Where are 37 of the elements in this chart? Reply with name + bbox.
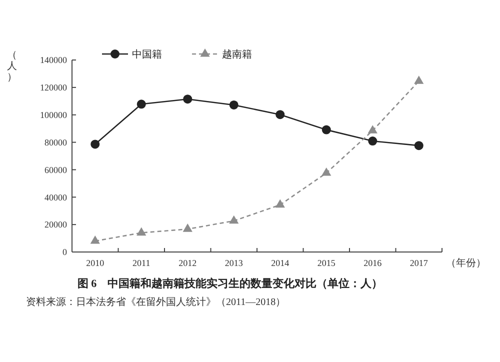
point [229,100,238,110]
x-tick-label: 2014 [271,258,290,268]
y-tick-label: 100000 [40,110,68,120]
text: 资料来源：日本法务省《在留外国人统计》（2011—2018） [26,296,286,308]
x-tick-label: 2012 [178,258,197,268]
x-tick-label: 2015 [317,258,336,268]
legend-label: 中国籍 [132,48,162,60]
point [182,224,192,232]
point [368,136,378,146]
point [414,141,424,150]
point [229,215,239,224]
point [183,94,192,104]
y-tick-label: 120000 [40,82,68,93]
point [368,125,378,134]
point [275,199,285,208]
x-axis-title: （年份） [446,257,486,269]
legend-label: 越南籍 [222,48,252,60]
point [322,125,331,134]
point [90,140,100,149]
x-tick-label: 2017 [410,258,428,268]
y-axis-title: （人） [7,50,17,83]
point [276,110,285,120]
text: 图 6 中国籍和越南籍技能实习生的数量变化对比（单位：人） [77,277,383,290]
x-tick-label: 2011 [132,258,150,268]
point [322,167,332,176]
y-tick-label: 20000 [44,220,68,230]
point [136,100,146,109]
point [90,235,100,244]
y-tick-label: 140000 [40,55,68,66]
point [136,227,146,236]
x-tick-label: 2010 [86,258,105,268]
y-tick-label: 40000 [44,192,68,202]
y-tick-label: 60000 [44,164,68,175]
x-tick-label: 2013 [224,258,244,268]
x-tick-label: 2016 [364,258,382,268]
y-tick-label: 80000 [44,137,68,148]
y-tick-label: 0 [62,247,68,258]
